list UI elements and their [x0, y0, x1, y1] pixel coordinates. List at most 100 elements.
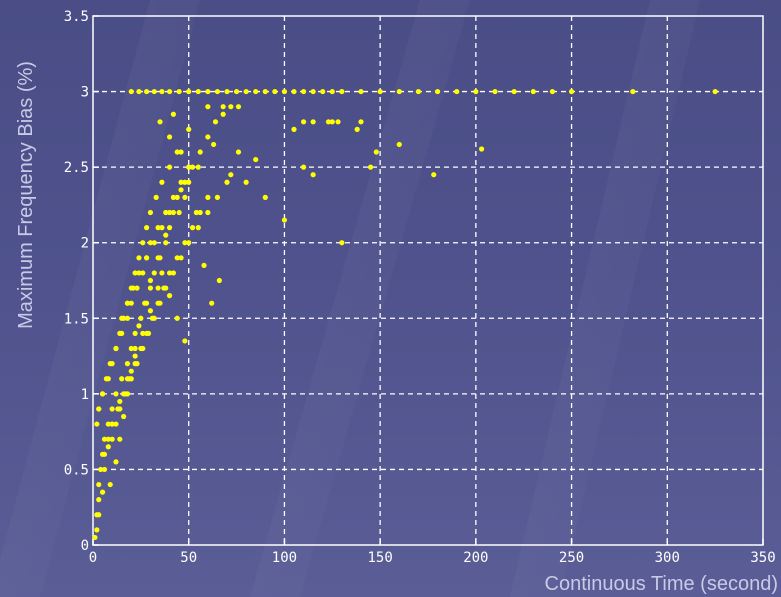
- data-point: [105, 376, 111, 382]
- data-point: [134, 361, 140, 367]
- data-point: [178, 187, 184, 193]
- data-point: [98, 466, 104, 473]
- data-point: [182, 179, 188, 185]
- data-point: [358, 88, 364, 95]
- y-tick-label: 0: [81, 538, 89, 554]
- data-point: [630, 88, 636, 95]
- axes-box: [92, 15, 764, 546]
- data-point: [228, 104, 234, 110]
- data-point: [195, 88, 201, 95]
- data-point: [211, 141, 217, 148]
- data-point: [325, 119, 332, 125]
- data-point: [339, 88, 345, 95]
- x-tick-label: 50: [180, 550, 197, 566]
- y-tick-label: 2.5: [64, 160, 89, 176]
- data-point: [155, 255, 161, 261]
- data-point: [281, 88, 288, 95]
- data-point: [431, 172, 437, 178]
- data-point: [220, 111, 226, 117]
- data-point: [136, 323, 142, 329]
- data-point: [147, 277, 154, 284]
- data-point: [193, 209, 199, 216]
- data-point: [163, 285, 169, 291]
- data-point: [186, 164, 192, 170]
- data-points: [92, 88, 718, 541]
- y-tick-label: 1: [81, 387, 89, 403]
- data-point: [109, 406, 115, 412]
- data-point: [145, 330, 152, 336]
- data-point: [159, 88, 165, 95]
- data-point: [132, 353, 138, 359]
- x-tick-label: 200: [463, 550, 488, 566]
- data-point: [134, 285, 140, 291]
- data-point: [151, 240, 157, 246]
- data-point: [113, 345, 119, 352]
- data-point: [170, 111, 176, 117]
- data-point: [214, 88, 221, 95]
- data-point: [354, 126, 360, 132]
- data-point: [454, 88, 460, 95]
- data-point: [197, 209, 203, 216]
- data-point: [176, 88, 182, 95]
- data-point: [235, 149, 242, 155]
- data-point: [94, 421, 100, 427]
- data-point: [212, 119, 219, 125]
- data-point: [92, 534, 98, 541]
- data-point: [377, 88, 383, 95]
- data-point: [224, 88, 230, 95]
- x-tick-label: 350: [750, 550, 775, 566]
- data-point: [216, 277, 222, 284]
- data-point: [235, 104, 242, 110]
- data-point: [132, 345, 138, 352]
- data-point: [712, 88, 718, 95]
- data-point: [155, 285, 161, 291]
- x-tick-label: 250: [559, 550, 584, 566]
- data-point: [197, 149, 203, 155]
- data-point: [228, 172, 234, 178]
- data-point: [128, 376, 134, 382]
- data-point: [142, 300, 148, 306]
- data-point: [358, 119, 364, 125]
- data-point: [186, 179, 192, 185]
- data-point: [166, 209, 173, 216]
- data-point: [174, 194, 180, 200]
- data-point: [272, 88, 278, 95]
- y-tick-labels: 0 0.5 1 1.5 2 2.5 3 3.5: [64, 9, 89, 554]
- data-point: [166, 293, 173, 299]
- data-point: [300, 88, 307, 95]
- data-point: [176, 209, 182, 216]
- data-point: [373, 149, 379, 155]
- y-tick-label: 2: [81, 236, 89, 252]
- data-point: [157, 119, 163, 125]
- y-tick-label: 0.5: [64, 462, 89, 478]
- data-point: [140, 330, 146, 336]
- data-point: [511, 88, 517, 95]
- data-point: [163, 240, 169, 246]
- data-point: [492, 88, 498, 95]
- data-point: [124, 391, 131, 397]
- data-point: [163, 209, 169, 216]
- data-point: [205, 88, 211, 95]
- grid-lines: [93, 16, 763, 545]
- data-point: [335, 119, 341, 125]
- data-point: [310, 88, 316, 95]
- data-point: [243, 179, 249, 185]
- data-point: [124, 300, 131, 306]
- data-point: [107, 481, 113, 488]
- data-point: [320, 88, 326, 95]
- data-point: [144, 88, 150, 95]
- x-tick-label: 300: [655, 550, 680, 566]
- data-point: [195, 225, 201, 231]
- data-point: [121, 413, 127, 420]
- data-point: [105, 436, 111, 442]
- data-point: [151, 88, 157, 95]
- data-point: [549, 88, 556, 95]
- data-point: [147, 308, 154, 314]
- data-point: [262, 88, 268, 95]
- data-point: [94, 527, 100, 533]
- data-point: [113, 459, 119, 465]
- data-point: [159, 225, 165, 231]
- data-point: [233, 88, 240, 95]
- data-point: [124, 361, 131, 367]
